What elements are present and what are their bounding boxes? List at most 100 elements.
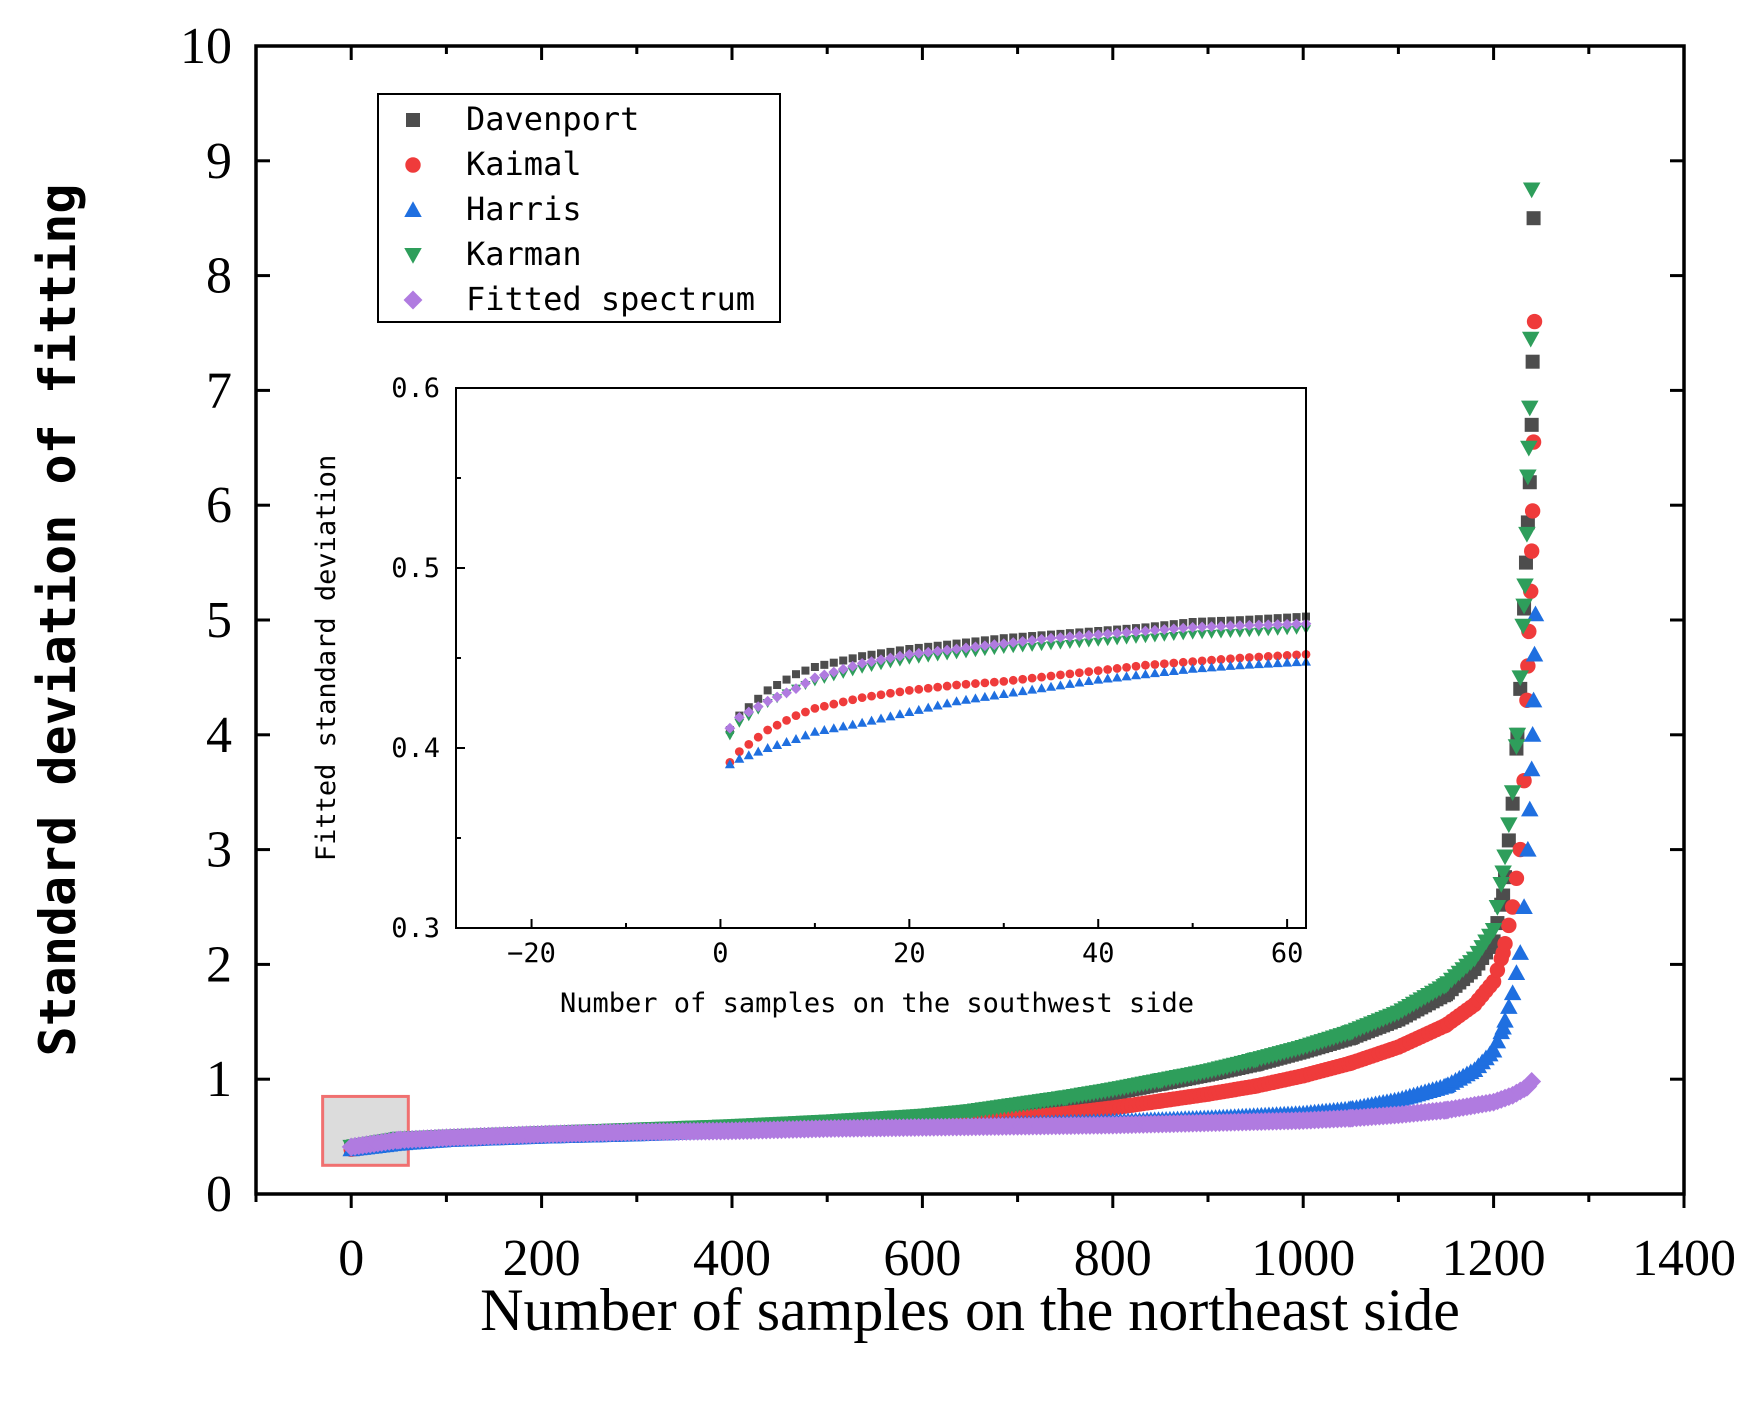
inset-point-fitted-spectrum [913,647,925,659]
inset-series-fitted-spectrum [724,618,1312,734]
main-point-karman [1488,900,1507,916]
inset-point-harris [734,753,745,763]
inset-point-davenport [858,652,867,661]
inset-point-karman [1102,637,1113,647]
inset-point-harris [762,743,773,752]
inset-point-karman [1216,629,1226,639]
inset-y-tick-label: 0.3 [391,913,440,944]
inset-point-karman [1263,627,1274,637]
main-point-fitted-spectrum [1522,1072,1542,1091]
inset-point-kaimal [952,680,961,690]
inset-point-davenport [867,650,876,659]
inset-point-davenport [1292,613,1301,622]
inset-point-karman [1149,633,1160,643]
main-point-kaimal [1523,543,1540,559]
main-point-karman [1492,877,1510,893]
inset-point-kaimal [801,707,810,717]
inset-point-davenport [792,670,800,679]
inset-point-kaimal [734,747,744,756]
inset-point-harris [1159,667,1170,677]
inset-point-fitted-spectrum [998,638,1010,649]
inset-point-kaimal [1046,671,1056,681]
inset-point-fitted-spectrum [1007,637,1019,648]
inset-point-davenport [877,649,885,658]
inset-point-karman [724,731,735,741]
inset-point-fitted-spectrum [1111,627,1123,639]
inset-point-karman [734,718,745,728]
inset-point-kaimal [942,681,952,691]
inset-point-harris [781,737,792,746]
inset-point-kaimal [763,725,773,735]
inset-point-kaimal [1150,660,1160,669]
inset-point-harris [1149,668,1160,678]
main-point-davenport [1526,211,1541,226]
inset-point-kaimal [961,679,971,689]
inset-point-harris [1046,681,1056,691]
legend-label-harris: Harris [466,190,582,228]
inset-x-axis-label: Number of samples on the southwest side [560,988,1194,1019]
inset-point-kaimal [838,697,848,707]
inset-point-davenport [754,694,763,703]
inset-point-kaimal [1141,660,1150,670]
main-point-harris [1525,645,1544,662]
inset-point-fitted-spectrum [1121,627,1132,638]
inset-point-harris [979,691,990,701]
inset-point-karman [1093,637,1104,647]
inset-point-kaimal [1159,659,1169,669]
inset-point-fitted-spectrum [1187,622,1199,633]
inset-point-karman [1225,629,1236,639]
inset-x-tick-label: 20 [893,938,926,969]
main-point-karman [1507,739,1526,756]
inset-series-kaimal [725,650,1311,767]
main-point-harris [1515,898,1533,914]
inset-point-fitted-spectrum [790,683,802,694]
inset-point-harris [1074,677,1085,687]
inset-x-tick-label: 0 [712,938,728,969]
inset-point-kaimal [1254,652,1264,662]
inset-point-karman [1253,627,1264,637]
inset-point-harris [1263,658,1274,668]
inset-point-kaimal [895,687,905,697]
main-x-tick-label: 200 [503,1230,581,1287]
inset-series-layer [724,612,1312,769]
inset-point-harris [1282,657,1293,667]
inset-point-harris [838,721,849,731]
inset-point-harris [753,746,764,756]
inset-point-fitted-spectrum [800,677,811,689]
inset-point-karman [894,657,905,667]
inset-point-fitted-spectrum [1234,620,1246,631]
main-point-karman [1518,526,1536,543]
inset-point-kaimal [1235,653,1245,663]
inset-point-fitted-spectrum [960,642,972,654]
main-point-karman [1519,469,1537,486]
inset-point-harris [885,711,896,721]
inset-point-harris [998,689,1009,698]
main-y-tick-label: 1 [206,1051,232,1108]
main-point-harris [1511,944,1530,960]
inset-point-harris [876,713,886,723]
inset-point-fitted-spectrum [922,646,934,658]
inset-point-fitted-spectrum [903,649,915,660]
inset-point-davenport [848,654,857,663]
inset-x-tick-label: 40 [1082,938,1115,969]
inset-point-fitted-spectrum [762,695,774,707]
main-point-karman [1522,182,1541,199]
main-point-davenport [1496,888,1511,903]
inset-point-davenport [1273,614,1282,623]
inset-point-fitted-spectrum [1036,633,1047,645]
inset-point-harris [961,694,971,704]
inset-point-fitted-spectrum [856,658,868,669]
inset-point-kaimal [1216,655,1226,664]
inset-point-karman [885,659,896,669]
main-y-tick-label: 10 [180,18,232,75]
inset-point-kaimal [971,679,980,688]
main-point-davenport [1513,681,1528,696]
legend-label-kaimal: Kaimal [466,145,582,183]
inset-plot: −20 0 20 40 60 0.3 0.4 0.5 0.6 Number of samples… [311,373,1312,1019]
main-point-kaimal [1520,658,1536,674]
inset-point-karman [1291,625,1302,635]
inset-point-fitted-spectrum [781,687,792,699]
inset-point-karman [1008,644,1019,654]
